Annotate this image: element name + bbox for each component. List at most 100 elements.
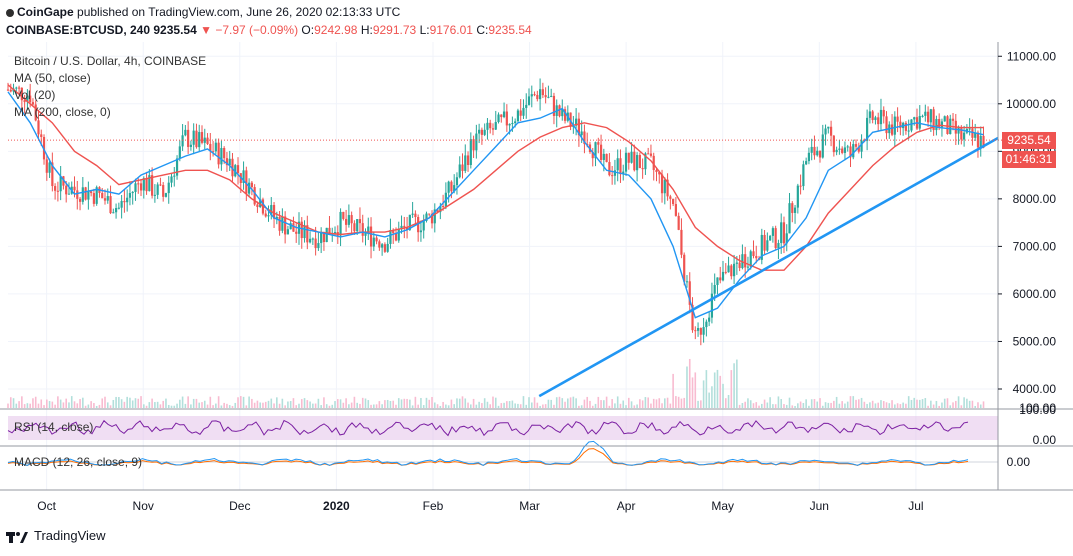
candle-body xyxy=(547,96,550,98)
volume-bar xyxy=(239,396,242,408)
candle-body xyxy=(918,116,921,129)
volume-bar xyxy=(292,398,295,408)
candle-body xyxy=(65,185,68,195)
candle-body xyxy=(345,218,348,225)
candle-body xyxy=(211,151,215,153)
volume-bar xyxy=(641,400,644,408)
legend-macd[interactable]: MACD (12, 26, close, 9) xyxy=(14,455,143,469)
volume-bar xyxy=(145,405,148,408)
candle-body xyxy=(769,235,772,241)
candle-body xyxy=(369,226,373,247)
candle-body xyxy=(9,89,12,92)
candle-body xyxy=(860,140,863,152)
candle-body xyxy=(142,178,145,191)
legend-ma200[interactable]: MA (200, close, 0) xyxy=(14,105,111,119)
volume-bar xyxy=(583,399,586,408)
candle-body xyxy=(940,121,944,128)
candle-body xyxy=(497,114,500,123)
candle-body xyxy=(699,328,702,335)
candle-body xyxy=(295,231,298,234)
open-value: 9242.98 xyxy=(314,23,358,37)
volume-bar xyxy=(711,386,713,408)
trendline[interactable] xyxy=(538,136,999,398)
volume-bar xyxy=(201,402,203,408)
candle-body xyxy=(347,215,350,225)
volume-bar xyxy=(899,404,902,408)
legend-rsi[interactable]: RSI (14, close) xyxy=(14,420,94,434)
candle-body xyxy=(816,150,819,156)
volume-bar xyxy=(478,401,480,408)
volume-bar xyxy=(18,401,20,408)
time-axis: Oct Nov Dec 2020 Feb Mar Apr May Jun Jul xyxy=(37,499,923,513)
volume-bar xyxy=(173,405,176,408)
candle-body xyxy=(735,262,738,264)
candle-body xyxy=(206,137,209,144)
publisher-name[interactable]: CoinGape xyxy=(17,5,74,19)
volume-bar xyxy=(287,401,289,408)
candle-body xyxy=(938,118,941,128)
volume-bar xyxy=(644,397,647,408)
candle-body xyxy=(153,194,156,196)
legend-volume[interactable]: Vol (20) xyxy=(14,88,56,102)
volume-bar xyxy=(375,404,378,408)
volume-bar xyxy=(530,402,533,408)
volume-bar xyxy=(536,402,539,408)
volume-bar xyxy=(331,404,334,408)
candle-body xyxy=(34,104,37,121)
volume-bar xyxy=(79,399,81,408)
volume-bar xyxy=(896,403,899,408)
price-chart[interactable]: 100.000.00 0.00 11000.0010000.009000.008… xyxy=(0,40,1073,528)
volume-bar xyxy=(90,401,92,408)
volume-bar xyxy=(849,396,852,408)
candle-body xyxy=(658,172,661,175)
volume-bar xyxy=(93,403,95,408)
candle-body xyxy=(550,95,553,97)
volume-bar xyxy=(514,403,516,408)
x-tick-label: Apr xyxy=(617,499,636,513)
volume-bar xyxy=(664,398,666,408)
candle-body xyxy=(372,237,375,247)
volume-bar xyxy=(54,404,56,408)
volume-bar xyxy=(572,396,575,408)
candle-body xyxy=(455,177,459,186)
candle-body xyxy=(538,89,542,100)
candle-body xyxy=(893,116,896,135)
volume-bar xyxy=(824,402,827,408)
volume-bar xyxy=(611,399,613,408)
volume-bar xyxy=(131,400,134,408)
candle-body xyxy=(403,225,406,228)
candle-body xyxy=(854,144,858,147)
close-label: C: xyxy=(476,23,489,37)
volume-bar xyxy=(123,401,126,408)
volume-bar xyxy=(70,396,73,408)
candle-body xyxy=(453,185,456,192)
x-tick-label: Dec xyxy=(229,499,250,513)
candle-body xyxy=(392,229,395,234)
volume-bar xyxy=(780,399,783,408)
candle-body xyxy=(849,146,852,158)
volume-bar xyxy=(284,405,286,408)
volume-bar xyxy=(500,403,503,408)
volume-bar xyxy=(885,402,888,408)
volume-bar xyxy=(802,402,805,408)
volume-bar xyxy=(57,396,59,408)
candle-body xyxy=(951,118,955,121)
y-tick-label: 5000.00 xyxy=(1013,334,1057,348)
volume-bar xyxy=(453,404,455,408)
candle-body xyxy=(777,243,780,248)
volume-bar xyxy=(675,396,677,408)
volume-bar xyxy=(472,398,475,408)
volume-bar xyxy=(381,404,383,408)
candle-body xyxy=(375,237,378,242)
footer-brand[interactable]: TradingView xyxy=(34,528,106,543)
candle-body xyxy=(702,327,705,335)
legend-ma50[interactable]: MA (50, close) xyxy=(14,71,91,85)
candle-body xyxy=(103,198,107,201)
volume-bar xyxy=(833,400,835,408)
candle-body xyxy=(270,205,273,216)
candle-body xyxy=(242,170,245,184)
candle-body xyxy=(187,129,190,147)
volume-bar xyxy=(65,398,67,408)
candle-body xyxy=(810,146,813,153)
volume-bar xyxy=(949,405,952,408)
